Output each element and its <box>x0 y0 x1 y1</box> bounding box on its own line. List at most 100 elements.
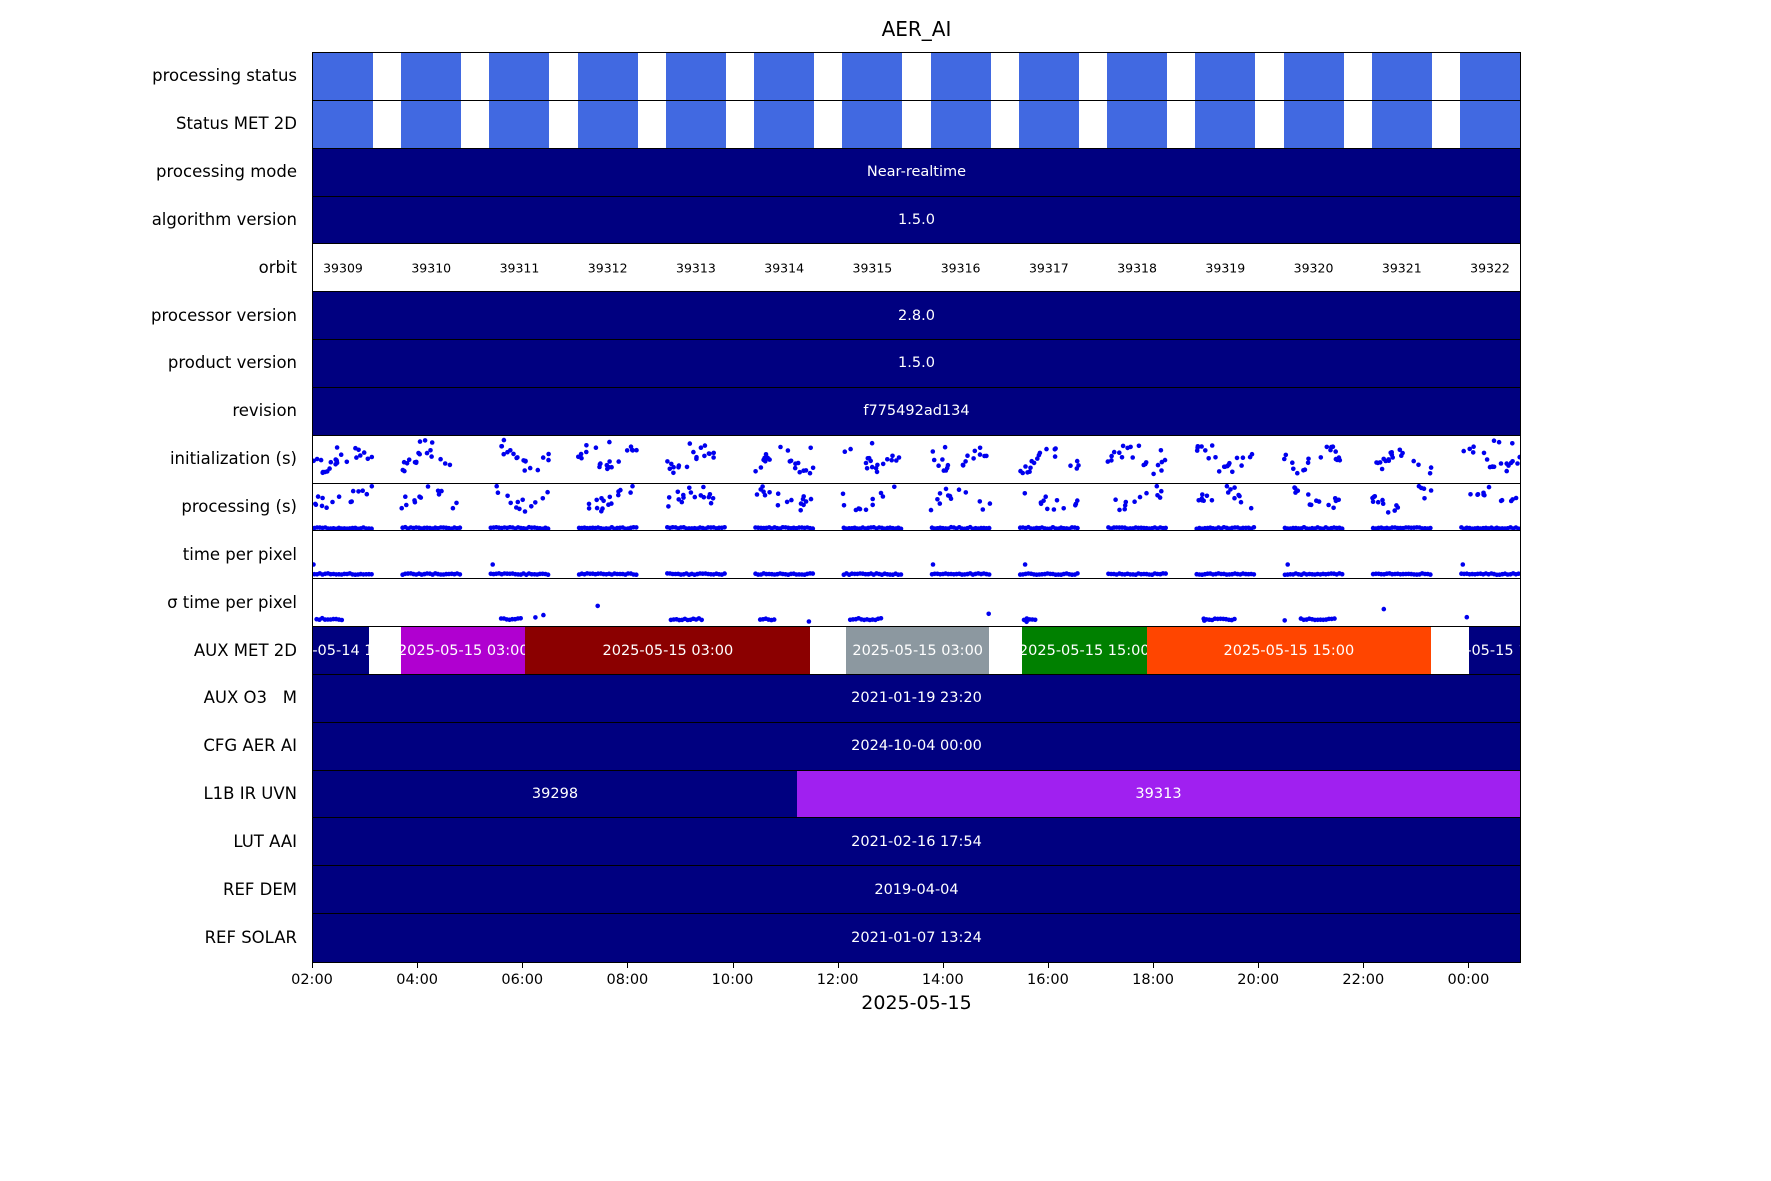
timeline-segment: 2025-05-15 15:00 <box>1147 627 1431 674</box>
timeline-segment: 2025-05-14 15:00 <box>313 627 369 674</box>
row-ref-solar: 2021-01-07 13:24 <box>313 914 1520 962</box>
orbit-number: 39313 <box>676 260 716 276</box>
orbit-number: 39312 <box>587 260 628 276</box>
row-cfg-aer-ai: 2024-10-04 00:00 <box>313 722 1520 771</box>
status-block <box>1283 100 1344 148</box>
bar-value: 2021-01-19 23:20 <box>851 690 982 707</box>
status-block <box>1018 53 1079 100</box>
bar-value: 1.5.0 <box>898 355 935 372</box>
row-label-lut-aai: LUT AAI <box>233 831 297 851</box>
row-revision: f775492ad134 <box>313 387 1520 436</box>
orbit-number: 39310 <box>411 260 452 276</box>
row-label-processing-mode: processing mode <box>156 162 297 182</box>
status-block <box>930 53 991 100</box>
x-tick-label: 18:00 <box>1132 972 1174 988</box>
orbit-number: 39315 <box>852 260 893 276</box>
status-block <box>1195 53 1256 100</box>
status-block <box>665 53 726 100</box>
row-algorithm-version: 1.5.0 <box>313 196 1520 245</box>
orbit-number: 39322 <box>1470 260 1510 276</box>
status-block <box>401 100 462 148</box>
row-label-product-version: product version <box>167 353 297 373</box>
x-tick-mark <box>417 963 419 968</box>
plot-area: Near-realtime 1.5.0 39309 39310 39311 39312 39… <box>312 52 1521 963</box>
status-block <box>930 100 991 148</box>
x-tick-mark <box>837 963 839 968</box>
timeline-segment: 2025-05-15 03:00 <box>401 627 526 674</box>
row-label-column: processing status Status MET 2D processing… <box>0 52 304 963</box>
orbit-number: 39316 <box>940 260 981 276</box>
status-block <box>754 53 815 100</box>
status-block <box>1460 53 1520 100</box>
x-tick-mark <box>942 963 944 968</box>
status-block <box>313 53 373 100</box>
row-label-ref-dem: REF DEM <box>223 879 297 899</box>
scatter-row-time-per-pixel <box>314 603 1470 625</box>
timeline-segment: 2025-05-15 03:00 <box>846 627 989 674</box>
timeline-segment: 2025-05-15 03:00 <box>525 627 811 674</box>
status-block <box>665 100 726 148</box>
bar-value: 2019-04-04 <box>874 881 959 898</box>
bar-value: 2024-10-04 00:00 <box>851 738 982 755</box>
row-label-cfg-aer-ai: CFG AER AI <box>203 736 297 756</box>
orbit-number: 39321 <box>1381 260 1422 276</box>
row-initialization-s <box>313 436 1520 484</box>
row-label-revision: revision <box>232 401 297 421</box>
timeline-segment: 2025-05-15 15:00 <box>1021 627 1148 674</box>
orbit-number: 39314 <box>764 260 805 276</box>
status-block <box>1107 53 1168 100</box>
row-label-orbit: orbit <box>258 257 297 277</box>
row-label-aux-met-2d: AUX MET 2D <box>193 640 297 660</box>
row-processing-status <box>313 53 1520 101</box>
scatter-row-initialization-s <box>313 437 1520 476</box>
status-block <box>1107 100 1168 148</box>
bar-value: Near-realtime <box>866 164 967 181</box>
x-tick-label: 14:00 <box>921 972 964 988</box>
x-tick-label: 20:00 <box>1237 972 1280 988</box>
status-block <box>842 53 903 100</box>
orbit-number: 39318 <box>1117 260 1157 276</box>
row-time-per-pixel <box>313 579 1520 628</box>
x-tick-mark <box>1047 963 1049 968</box>
row-label-time-per-pixel: time per pixel <box>182 544 297 564</box>
row-label-processor-version: processor version <box>151 305 297 325</box>
timeline-segment: 39298 <box>313 770 797 818</box>
row-label-initialization-s: initialization (s) <box>169 449 297 469</box>
x-tick-mark <box>1363 963 1365 968</box>
row-lut-aai: 2021-02-16 17:54 <box>313 818 1520 867</box>
orbit-number: 39309 <box>323 260 363 276</box>
bar-value: 2021-01-07 13:24 <box>851 930 982 947</box>
row-label-status-met-2d: Status MET 2D <box>175 114 297 134</box>
row-label-ref-solar: REF SOLAR <box>204 927 297 947</box>
bar-value: 1.5.0 <box>898 211 935 228</box>
status-block <box>1371 53 1432 100</box>
x-axis: 02:00 04:00 06:00 08:00 10:00 12:00 14:00 16:00… <box>291 963 1521 997</box>
status-block <box>401 53 462 100</box>
status-block <box>1195 100 1256 148</box>
x-tick-label: 06:00 <box>501 972 544 988</box>
row-label-l1b-ir-uvn: L1B IR UVN <box>203 784 297 804</box>
row-label-algorithm-version: algorithm version <box>151 209 297 229</box>
row-label-processing-s: processing (s) <box>181 496 297 516</box>
bar-value: f775492ad134 <box>863 403 970 420</box>
x-tick-label: 08:00 <box>606 972 649 988</box>
x-tick-mark <box>1468 963 1470 968</box>
status-block <box>1018 100 1079 148</box>
status-block <box>1460 100 1520 148</box>
row-label-time-per-pixel: σ time per pixel <box>167 592 297 612</box>
x-tick-mark <box>1258 963 1260 968</box>
status-block <box>577 100 638 148</box>
x-tick-mark <box>732 963 734 968</box>
orbit-number: 39317 <box>1028 260 1069 276</box>
timeline-segment: 2025-05-15 15:00 <box>1469 627 1520 674</box>
row-orbit: 39309 39310 39311 39312 39313 39314 39315 39316… <box>313 244 1520 293</box>
status-block <box>577 53 638 100</box>
x-tick-label: 00:00 <box>1447 972 1490 988</box>
row-l1b-ir-uvn: 39298 39313 <box>313 770 1520 819</box>
x-tick-label: 16:00 <box>1027 972 1069 988</box>
row-label-aux-o3-m: AUX O3 M <box>203 688 297 708</box>
row-ref-dem: 2019-04-04 <box>313 866 1520 915</box>
status-block <box>1283 53 1344 100</box>
